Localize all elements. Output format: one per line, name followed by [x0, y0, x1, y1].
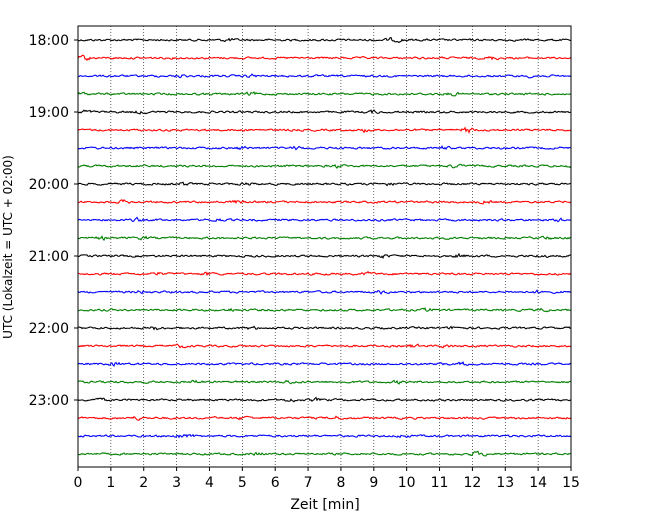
- x-tick-label: 4: [205, 475, 214, 491]
- trace-line: [77, 396, 572, 403]
- x-tick-label: 2: [139, 475, 148, 491]
- trace-line: [77, 216, 572, 223]
- trace-line: [77, 36, 572, 44]
- y-tick-label: 22:00: [29, 321, 69, 337]
- trace-line: [77, 145, 572, 151]
- x-tick-label: 6: [271, 475, 280, 491]
- x-tick-label: 10: [398, 475, 416, 491]
- trace-line: [77, 54, 572, 61]
- x-tick-label: 7: [304, 475, 313, 491]
- y-axis-ticks: 18:00 19:00 20:00 21:00 22:00 23:00: [29, 33, 78, 409]
- trace-line: [77, 126, 572, 134]
- trace-line: [77, 343, 572, 349]
- y-tick-label: 23:00: [29, 393, 69, 409]
- x-tick-label: 13: [496, 475, 514, 491]
- x-tick-label: 3: [172, 475, 181, 491]
- y-tick-label: 20:00: [29, 177, 69, 193]
- trace-line: [77, 450, 572, 457]
- x-axis-label: Zeit [min]: [290, 497, 359, 513]
- trace-line: [77, 379, 572, 385]
- plot-frame: [77, 25, 572, 468]
- trace-line: [77, 289, 572, 295]
- trace-line: [77, 415, 572, 421]
- trace-line: [77, 199, 572, 205]
- x-tick-label: 0: [74, 475, 83, 491]
- x-tick-label: 8: [336, 475, 345, 491]
- trace-line: [77, 73, 572, 79]
- y-tick-label: 18:00: [29, 33, 69, 49]
- seismic-traces: [77, 36, 572, 457]
- trace-line: [77, 307, 572, 313]
- trace-line: [77, 163, 572, 169]
- x-tick-label: 9: [369, 475, 378, 491]
- y-tick-label: 21:00: [29, 249, 69, 265]
- trace-line: [77, 91, 572, 97]
- x-tick-label: 5: [238, 475, 247, 491]
- trace-line: [77, 433, 572, 439]
- x-tick-label: 11: [431, 475, 449, 491]
- x-axis-ticks: 0 1 2 3 4 5 6 7 8 9 10 11 12 13 14 15: [74, 467, 580, 491]
- trace-line: [77, 235, 572, 242]
- trace-line: [77, 181, 572, 187]
- y-axis-label: UTC (Lokalzeit = UTC + 02:00): [1, 155, 15, 339]
- x-tick-label: 14: [529, 475, 547, 491]
- trace-line: [77, 252, 572, 259]
- x-tick-label: 1: [106, 475, 115, 491]
- x-tick-label: 12: [463, 475, 481, 491]
- trace-line: [77, 109, 572, 115]
- trace-line: [77, 270, 572, 277]
- y-tick-label: 19:00: [29, 105, 69, 121]
- trace-line: [77, 361, 572, 367]
- x-tick-label: 15: [562, 475, 580, 491]
- trace-line: [77, 325, 572, 331]
